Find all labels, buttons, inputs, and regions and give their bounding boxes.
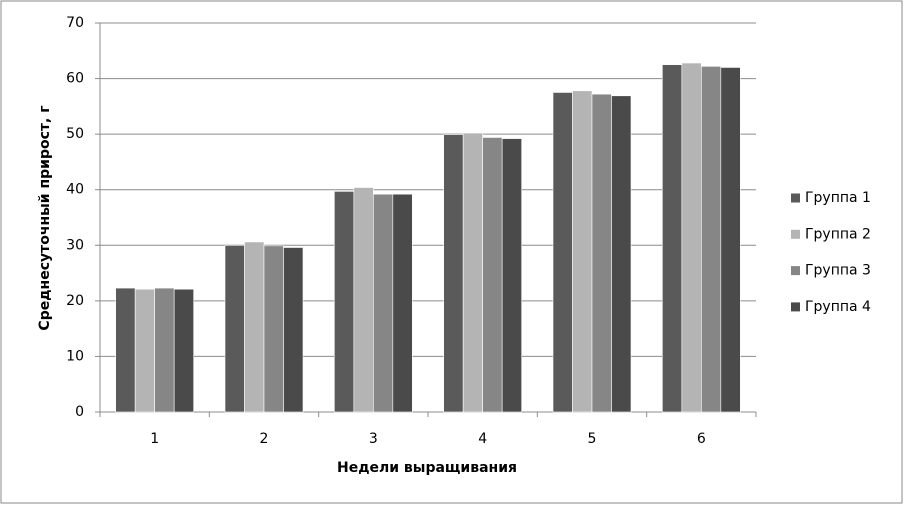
bar [373, 193, 394, 413]
y-tick-label: 60 [66, 71, 84, 87]
bar [283, 247, 304, 413]
bar [443, 134, 464, 413]
legend-label: Группа 3 [805, 263, 871, 279]
legend-label: Группа 2 [805, 226, 871, 242]
legend-label: Группа 1 [805, 190, 871, 206]
x-tick-label: 1 [150, 431, 159, 447]
y-tick-label: 30 [66, 237, 84, 253]
y-tick-label: 0 [75, 404, 84, 420]
bar [482, 137, 503, 413]
bar [115, 287, 136, 413]
x-tick-label: 3 [369, 431, 378, 447]
legend-swatch [791, 229, 800, 239]
bar [263, 245, 284, 413]
bar [501, 138, 522, 413]
x-tick-label: 4 [478, 431, 487, 447]
x-tick-label: 6 [697, 431, 706, 447]
x-tick-label: 2 [260, 431, 269, 447]
x-axis-title: Недели выращивания [337, 460, 517, 476]
bar [392, 193, 413, 413]
y-tick-label: 40 [66, 182, 84, 198]
y-tick-label: 50 [66, 126, 84, 142]
bar [334, 191, 355, 413]
bar [591, 93, 612, 413]
legend-swatch [791, 193, 800, 203]
bar [353, 187, 374, 413]
bar [611, 95, 632, 413]
x-tick-label: 5 [588, 431, 597, 447]
bar [224, 244, 245, 413]
legend-swatch [791, 266, 800, 276]
y-tick-label: 20 [66, 293, 84, 309]
bar [462, 132, 483, 413]
bar [552, 92, 573, 413]
bar [244, 241, 265, 413]
bar [681, 62, 702, 413]
bar [134, 288, 155, 413]
y-tick-label: 70 [66, 15, 84, 31]
y-tick-label: 10 [66, 348, 84, 364]
bar [154, 287, 175, 413]
legend-label: Группа 4 [805, 299, 871, 315]
legend-swatch [791, 302, 800, 312]
bar [572, 90, 593, 413]
bar [173, 288, 194, 413]
bar [720, 67, 741, 413]
y-axis-title: Среднесуточный прирост, г [37, 105, 53, 330]
bar [701, 66, 722, 413]
bar [662, 64, 683, 413]
